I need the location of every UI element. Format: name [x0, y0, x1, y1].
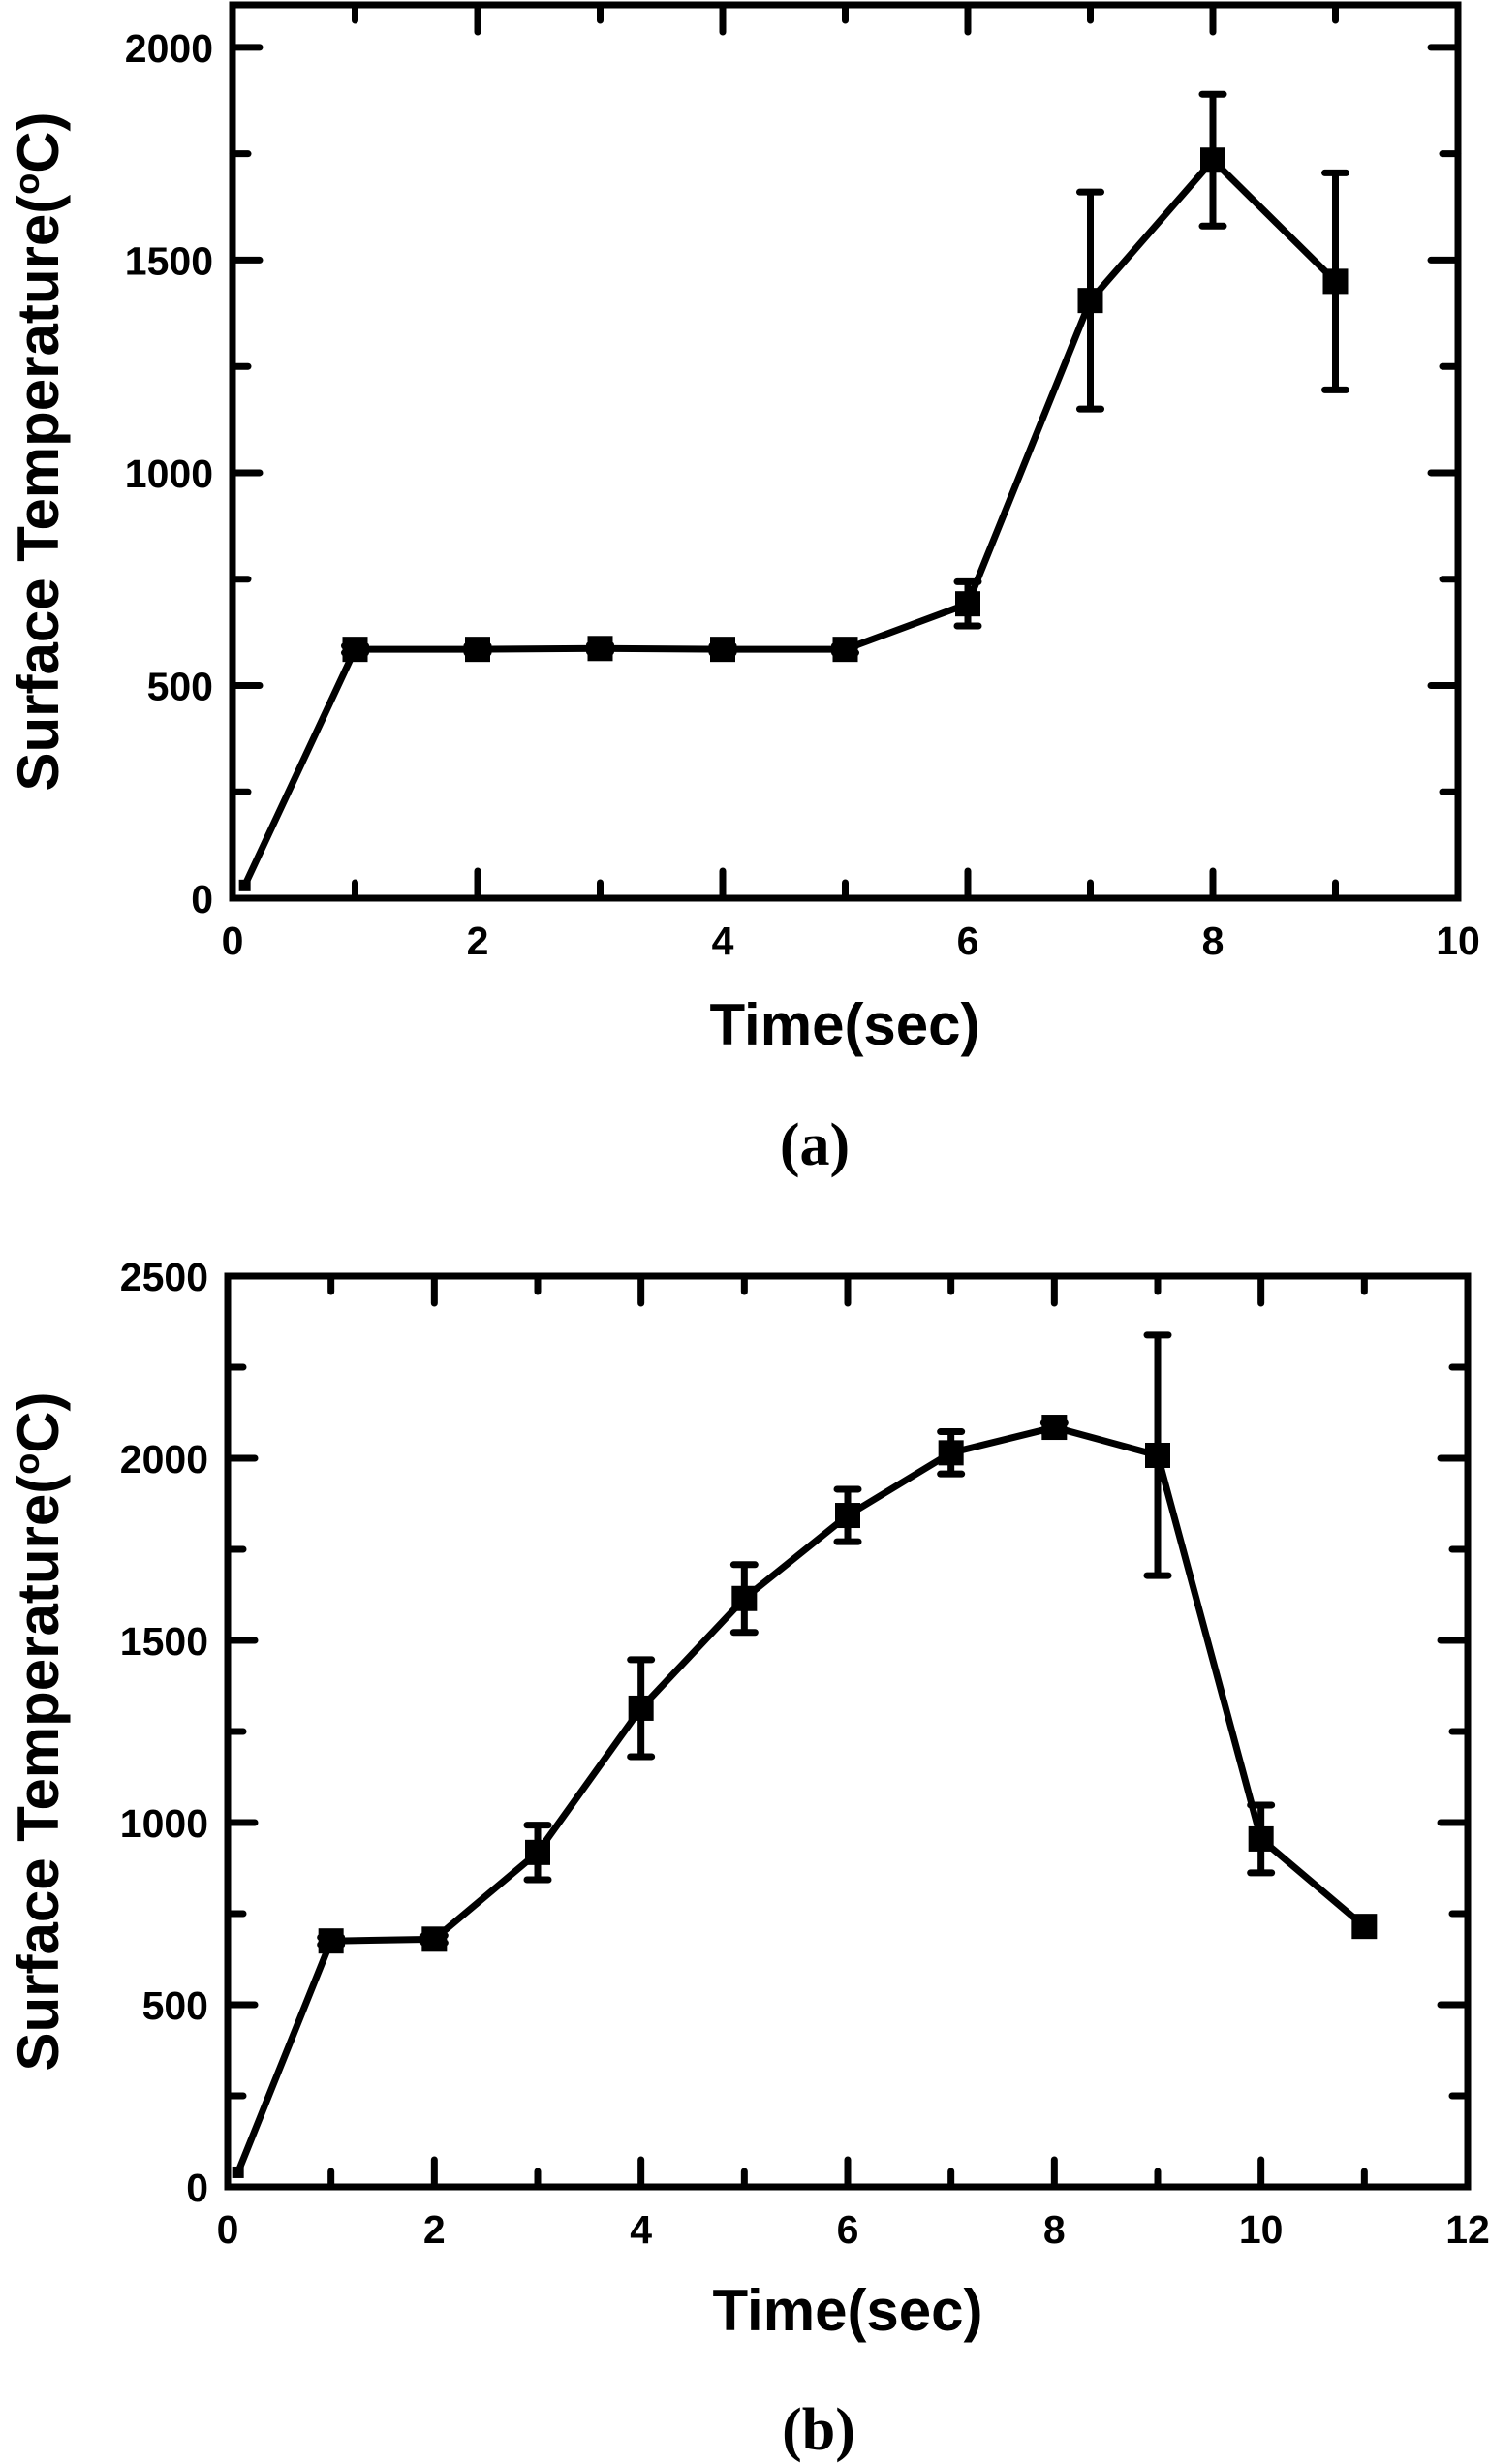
chart-b-y-tick-label: 0 — [186, 2166, 208, 2210]
chart-b-data-point — [232, 2166, 244, 2178]
chart-a-y-tick-label: 500 — [147, 664, 213, 708]
chart-b-series-line — [234, 1423, 1367, 2174]
chart-b-y-axis-title-unit: C) — [6, 1391, 71, 1452]
chart-a-data-point — [342, 637, 368, 663]
chart-b-data-point — [1351, 1914, 1378, 1940]
chart-a-data-point — [587, 636, 613, 662]
chart-b-data-point — [731, 1585, 758, 1611]
chart-a-y-axis-title-degree: o — [7, 173, 47, 195]
chart-a-marks — [238, 90, 1349, 891]
chart-a-y-tick-label: 2000 — [125, 26, 213, 71]
chart-a-series-line — [241, 156, 1338, 888]
chart-a-data-point — [1322, 268, 1349, 295]
chart-a-caption: (a) — [780, 1112, 850, 1178]
chart-a-x-tick-label: 8 — [1202, 919, 1225, 963]
chart-a-y-axis-title-main: Surface Temperature( — [6, 195, 71, 792]
chart-a-frame — [229, 1, 1462, 902]
chart-b-data-point — [938, 1440, 964, 1466]
chart-b-y-tick-label: 500 — [142, 1983, 208, 2028]
chart-b-data-point — [1145, 1442, 1170, 1468]
chart-b-data-point — [318, 1928, 344, 1954]
chart-a-tick-labels: 0 2 4 6 8 10 0 500 1000 1500 2000 — [125, 26, 1480, 963]
chart-a-x-axis-title: Time(sec) — [709, 992, 979, 1057]
chart-b-x-tick-label: 0 — [217, 2207, 239, 2252]
chart-a-y-axis-title-unit: C) — [6, 111, 71, 172]
chart-a-x-tick-label: 0 — [222, 919, 244, 963]
chart-b-x-tick-label: 12 — [1445, 2207, 1489, 2252]
chart-a-y-axis-title: Surface Temperature(oC) — [6, 111, 71, 791]
chart-a-data-point — [1200, 147, 1225, 173]
chart-a-x-tick-label: 2 — [467, 919, 489, 963]
chart-b-data-point — [628, 1695, 654, 1721]
chart-b-data-point — [1248, 1825, 1274, 1852]
chart-b-x-tick-label: 6 — [837, 2207, 859, 2252]
chart-b-data-point — [1041, 1415, 1068, 1441]
chart-a-x-tick-label: 4 — [712, 919, 734, 963]
chart-a-y-tick-label: 1500 — [125, 238, 213, 283]
chart-b-y-tick-label: 1000 — [120, 1801, 208, 1846]
chart-b-tick-labels: 0 2 4 6 8 10 12 0 500 1000 1500 2000 2500 — [120, 1255, 1489, 2252]
chart-b-x-axis-title: Time(sec) — [712, 2278, 982, 2343]
chart-a-data-point — [832, 637, 858, 663]
chart-a-x-tick-label: 10 — [1436, 919, 1480, 963]
chart-b-y-axis-title-degree: o — [7, 1453, 47, 1475]
chart-panel-a: 0 2 4 6 8 10 0 500 1000 1500 2000 Time(sec) Surfac… — [6, 1, 1480, 1178]
chart-a-data-point — [1077, 288, 1103, 314]
chart-b-x-tick-label: 4 — [630, 2207, 652, 2252]
chart-b-data-point — [835, 1503, 860, 1529]
chart-b-caption: (b) — [782, 2397, 855, 2463]
chart-a-y-tick-label: 0 — [191, 877, 213, 921]
chart-a-data-point — [238, 879, 251, 891]
chart-a-ticks — [229, 1, 1462, 902]
chart-a-x-tick-label: 6 — [957, 919, 979, 963]
chart-a-data-point — [465, 637, 490, 663]
chart-b-ticks — [224, 1272, 1472, 2191]
chart-b-x-tick-label: 10 — [1239, 2207, 1284, 2252]
chart-a-y-tick-label: 1000 — [125, 452, 213, 496]
chart-a-data-point — [955, 591, 980, 617]
chart-b-y-axis-title: Surface Temperature(oC) — [6, 1391, 71, 2071]
chart-b-marks — [232, 1331, 1378, 2178]
chart-b-x-tick-label: 8 — [1043, 2207, 1066, 2252]
chart-a-data-point — [710, 637, 735, 663]
chart-b-frame — [224, 1272, 1472, 2191]
chart-b-y-tick-label: 2000 — [120, 1437, 208, 1482]
chart-b-y-axis-title-main: Surface Temperature( — [6, 1475, 71, 2072]
chart-b-x-tick-label: 2 — [423, 2207, 446, 2252]
chart-b-y-tick-label: 1500 — [120, 1619, 208, 1664]
chart-b-data-point — [421, 1926, 448, 1952]
chart-b-data-point — [525, 1839, 550, 1865]
chart-b-y-tick-label: 2500 — [120, 1255, 208, 1299]
